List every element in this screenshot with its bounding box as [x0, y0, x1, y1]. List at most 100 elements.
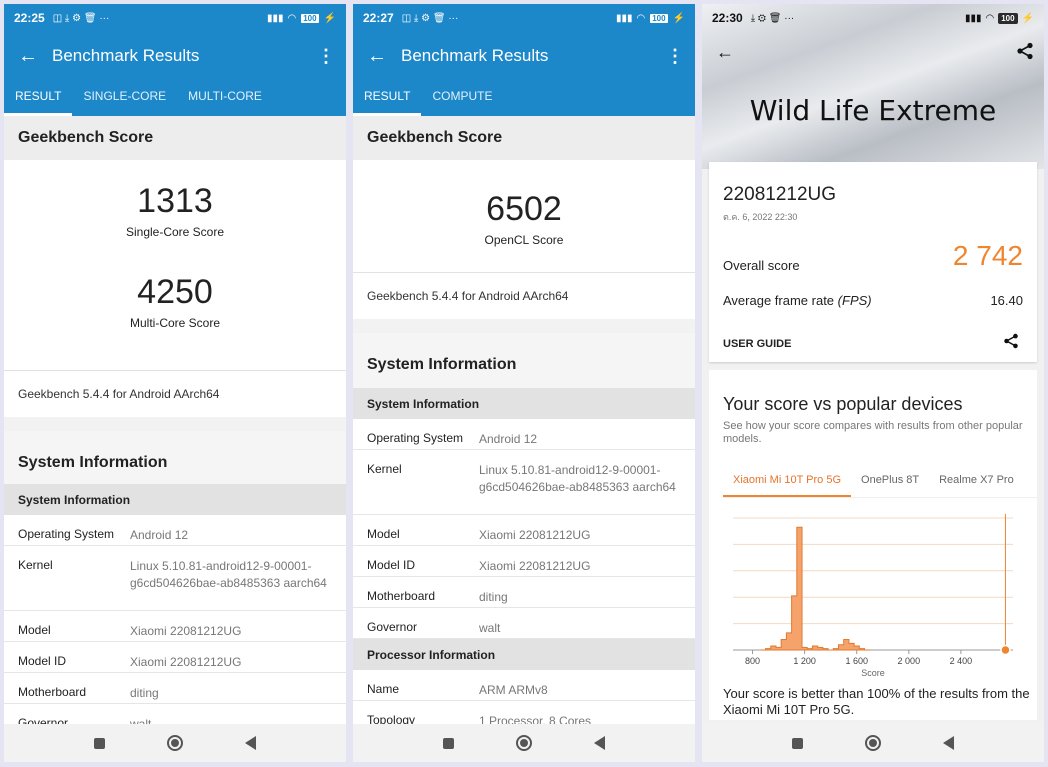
table-row: Governor walt — [4, 704, 346, 724]
tab-result[interactable]: RESULT — [4, 84, 73, 116]
opencl-score: 6502 — [486, 190, 562, 228]
row-key: Motherboard — [367, 589, 436, 603]
status-bar: 22:25 ◫ ⤓ ⚙ 🗑 ··· ▮▮▮ ◠ 100 ⚡ — [4, 4, 346, 32]
score-header: Geekbench Score — [353, 116, 695, 160]
row-value: Android 12 — [479, 432, 538, 446]
row-value: Linux 5.10.81-android12-9-00001-g6cd5046… — [479, 463, 676, 494]
user-guide-button[interactable]: USER GUIDE — [723, 338, 792, 350]
table-row: Kernel Linux 5.10.81-android12-9-00001-g… — [353, 450, 695, 515]
app-bar: 22:27 ◫ ⤓ ⚙ 🗑 ··· ▮▮▮ ◠ 100 ⚡ ← Benchmar… — [353, 4, 695, 116]
phone-geekbench-compute: 22:27 ◫ ⤓ ⚙ 🗑 ··· ▮▮▮ ◠ 100 ⚡ ← Benchmar… — [353, 4, 695, 762]
charging-icon: ⚡ — [672, 12, 685, 24]
scroll-content[interactable]: Geekbench Score 1313 Single-Core Score 4… — [4, 116, 346, 724]
status-right: ▮▮▮ ◠ 100 ⚡ — [267, 12, 336, 24]
back-arrow-icon[interactable]: ← — [367, 44, 387, 67]
scroll-content[interactable]: Geekbench Score 6502 OpenCL Score Geekbe… — [353, 116, 695, 724]
back-arrow-icon[interactable]: ← — [716, 42, 734, 62]
row-key: Model ID — [367, 558, 416, 572]
phone-3dmark: 22:30 ⤓ ⚙ 🗑 ··· ▮▮▮ ◠ 100 ⚡ ← Wild Life … — [702, 4, 1044, 762]
back-triangle-icon[interactable] — [245, 736, 256, 750]
row-value: diting — [479, 590, 508, 604]
tab-single-core[interactable]: SINGLE-CORE — [83, 89, 167, 103]
row-key: Governor — [18, 716, 69, 724]
system-info-header: System Information — [353, 333, 695, 388]
home-icon[interactable] — [167, 735, 183, 751]
overflow-menu-icon[interactable]: ⋮ — [317, 45, 335, 66]
overall-score-label: Overall score — [723, 258, 800, 273]
wifi-icon: ◠ — [985, 12, 995, 24]
overflow-menu-icon[interactable]: ⋮ — [666, 45, 684, 66]
table-row: Name ARM ARMv8 — [353, 670, 695, 701]
table-row: Model Xiaomi 22081212UG — [353, 515, 695, 546]
system-nav-bar — [702, 724, 1044, 762]
frame-rate-value: 16.40 — [990, 293, 1023, 308]
row-key: Name — [367, 682, 400, 696]
table-row: Model Xiaomi 22081212UG — [4, 611, 346, 642]
status-time: 22:27 — [363, 11, 394, 25]
signal-icon: ▮▮▮ — [615, 12, 633, 24]
multi-core-score: 4250 — [137, 273, 213, 311]
section-gap — [4, 417, 346, 431]
recents-icon[interactable] — [443, 737, 454, 749]
back-arrow-icon[interactable]: ← — [18, 44, 38, 67]
opencl-label: OpenCL Score — [484, 233, 564, 247]
notification-icons: ◫ ⤓ ⚙ 🗑 ··· — [401, 12, 459, 24]
comparison-card: Your score vs popular devices See how yo… — [709, 370, 1037, 720]
tab-bar: RESULT SINGLE-CORE MULTI-CORE — [4, 84, 273, 116]
table-row: Operating System Android 12 — [353, 419, 695, 450]
status-bar: 22:30 ⤓ ⚙ 🗑 ··· ▮▮▮ ◠ 100 ⚡ — [702, 4, 1044, 32]
app-title: Benchmark Results — [52, 46, 200, 65]
system-info-subheader: System Information — [4, 484, 346, 515]
row-value: walt — [479, 621, 501, 635]
tab-xiaomi-mi-10t-pro[interactable]: Xiaomi Mi 10T Pro 5G — [723, 468, 852, 497]
tab-result[interactable]: RESULT — [353, 84, 422, 116]
x-tick-label: 1 600 — [845, 656, 868, 666]
battery-icon: 100 — [998, 12, 1018, 24]
hero-banner: 22:30 ⤓ ⚙ 🗑 ··· ▮▮▮ ◠ 100 ⚡ ← Wild Life … — [702, 4, 1044, 169]
distribution-area — [760, 526, 870, 651]
comparison-title: Your score vs popular devices — [723, 394, 963, 414]
system-info-header: System Information — [4, 431, 346, 484]
x-tick-label: 800 — [745, 656, 760, 666]
wifi-icon: ◠ — [287, 12, 297, 24]
status-right: ▮▮▮ ◠ 100 ⚡ — [615, 12, 685, 24]
recents-icon[interactable] — [792, 737, 803, 749]
wifi-icon: ◠ — [636, 12, 646, 24]
battery-icon: 100 — [300, 12, 320, 24]
table-row: Model ID Xiaomi 22081212UG — [4, 642, 346, 673]
score-distribution-chart: 800 1 200 1 600 2 000 2 400 Score — [733, 514, 1013, 678]
table-row: Model ID Xiaomi 22081212UG — [353, 546, 695, 577]
app-title: Benchmark Results — [401, 46, 549, 65]
tab-realme-x7-pro[interactable]: Realme X7 Pro — [939, 474, 1014, 486]
processor-info-subheader: Processor Information — [353, 639, 695, 670]
app-bar: 22:25 ◫ ⤓ ⚙ 🗑 ··· ▮▮▮ ◠ 100 ⚡ ← Benchmar… — [4, 4, 346, 116]
status-time: 22:25 — [14, 11, 45, 25]
row-key: Operating System — [367, 431, 464, 445]
x-axis-label: Score — [861, 668, 885, 678]
row-value: 1 Processor, 8 Cores — [479, 714, 592, 724]
tab-bar: RESULT COMPUTE — [353, 84, 503, 116]
result-date: ต.ค. 6, 2022 22:30 — [723, 212, 798, 222]
row-value: ARM ARMv8 — [479, 683, 548, 697]
frame-rate-label: Average frame rate (FPS) — [723, 293, 872, 308]
tab-multi-core[interactable]: MULTI-CORE — [188, 89, 262, 103]
row-key: Operating System — [18, 527, 115, 541]
score-header: Geekbench Score — [4, 116, 346, 160]
recents-icon[interactable] — [94, 737, 105, 749]
x-tick-label: 2 000 — [898, 656, 921, 666]
share-icon[interactable] — [1016, 42, 1034, 65]
row-value: Xiaomi 22081212UG — [479, 559, 591, 573]
battery-icon: 100 — [649, 12, 669, 24]
signal-icon: ▮▮▮ — [964, 12, 982, 24]
charging-icon: ⚡ — [323, 12, 336, 24]
home-icon[interactable] — [865, 735, 881, 751]
x-tick-label: 2 400 — [950, 656, 973, 666]
tab-compute[interactable]: COMPUTE — [432, 89, 493, 103]
back-triangle-icon[interactable] — [943, 736, 954, 750]
notification-icons: ⤓ ⚙ 🗑 ··· — [750, 12, 795, 24]
home-icon[interactable] — [516, 735, 532, 751]
share-icon[interactable] — [1003, 333, 1019, 354]
tab-oneplus-8t[interactable]: OnePlus 8T — [861, 474, 920, 486]
back-triangle-icon[interactable] — [594, 736, 605, 750]
multi-core-label: Multi-Core Score — [129, 316, 221, 330]
